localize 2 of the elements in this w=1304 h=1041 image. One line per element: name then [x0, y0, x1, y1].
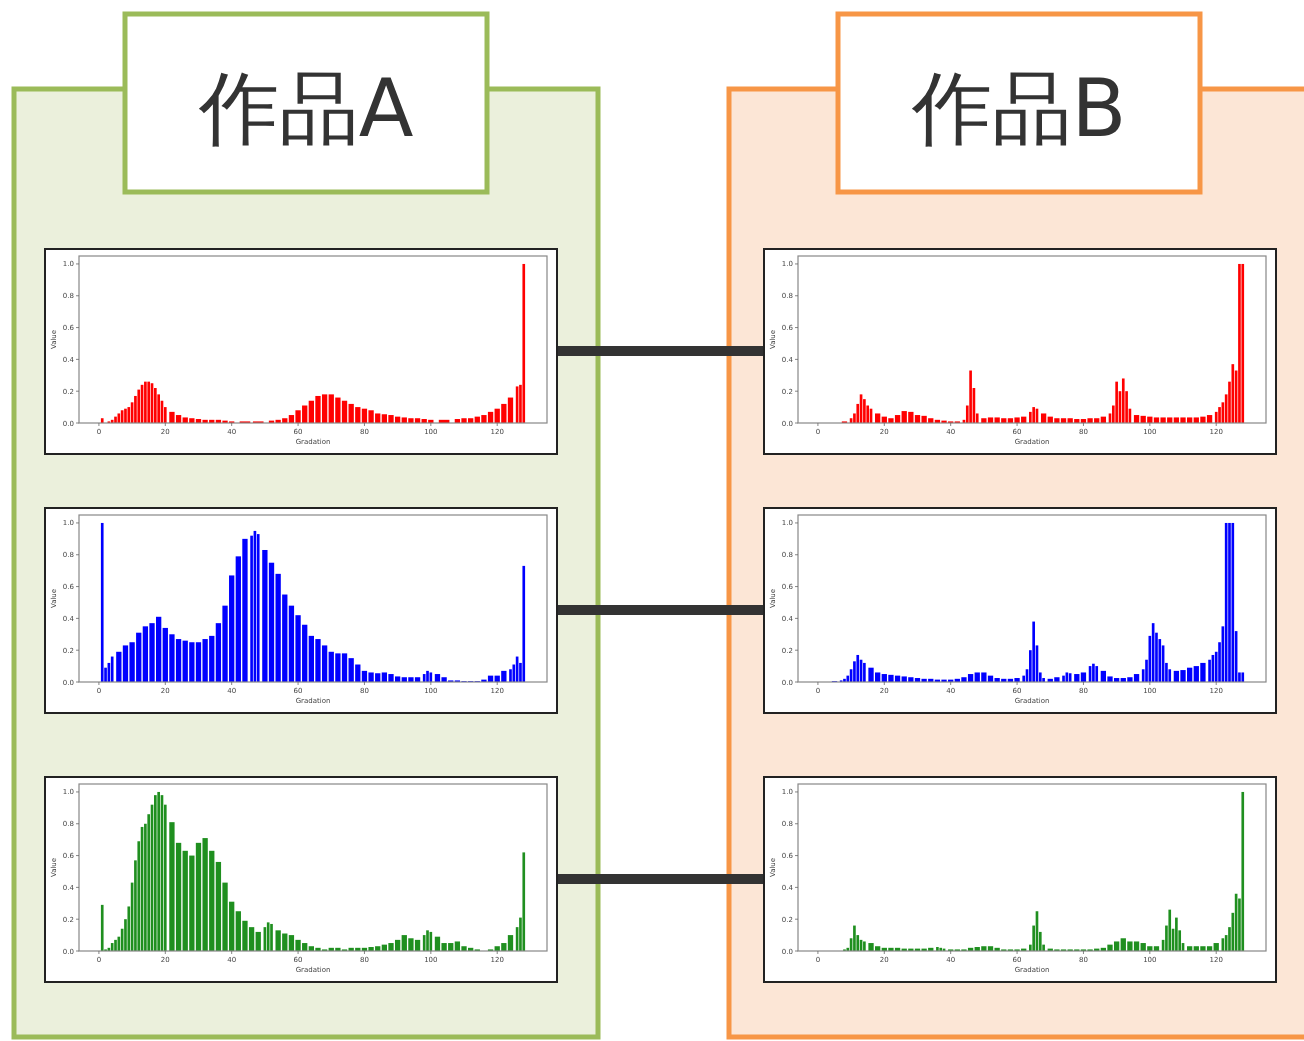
- chart-title: 作品A: [197, 62, 414, 155]
- chart-title: 作品B: [910, 62, 1127, 155]
